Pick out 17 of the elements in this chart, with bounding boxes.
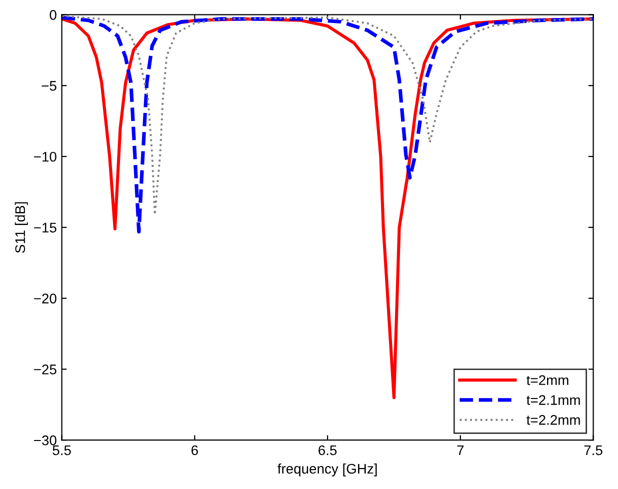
y-tick-label: −30 — [34, 435, 56, 446]
y-tick-label: −20 — [34, 294, 56, 304]
y-tick-label: −25 — [34, 364, 56, 374]
x-tick-label: 7 — [457, 445, 464, 456]
legend-label: t=2.1mm — [526, 395, 580, 405]
x-tick-label: 5.5 — [52, 445, 71, 456]
x-tick-label: 7.5 — [584, 445, 602, 456]
legend-label: t=2mm — [526, 375, 568, 386]
y-tick-label: −10 — [34, 152, 56, 162]
x-axis-title: frequency [GHz] — [278, 463, 377, 476]
legend-label: t=2.2mm — [526, 415, 580, 425]
y-tick-label: −15 — [34, 222, 56, 233]
x-tick-label: 6 — [192, 445, 198, 456]
y-tick-label: −5 — [42, 81, 56, 91]
x-tick-label: 6.5 — [318, 445, 337, 456]
y-axis-title: S11 [dB] — [14, 202, 28, 253]
y-tick-label: 0 — [50, 10, 56, 20]
